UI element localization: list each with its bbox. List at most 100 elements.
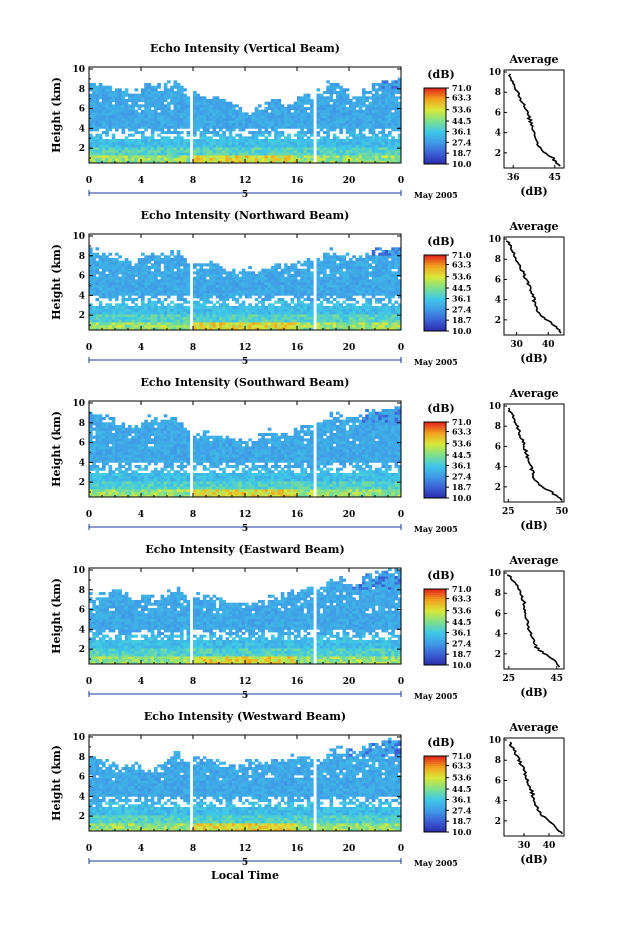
heatmap-cell [329,149,334,153]
heatmap-cell [345,314,350,318]
heatmap-cell [264,279,269,283]
heatmap-cell [336,295,340,299]
heatmap-cell [137,306,142,310]
heatmap-cell [202,109,207,113]
heatmap-cell [254,298,259,302]
heatmap-cell [163,112,168,116]
heatmap-cell [92,125,96,129]
heatmap-cell [329,247,334,251]
heatmap-cell [332,252,337,256]
heatmap-cell [111,316,116,320]
heatmap-cell [170,93,174,97]
heatmap-cell [271,128,275,132]
heatmap-cell [115,128,119,132]
heatmap-cell [225,125,230,129]
heatmap-cell [329,287,334,291]
heatmap-cell [170,120,174,124]
heatmap-cell [92,141,96,145]
heatmap-cell [98,263,103,267]
heatmap-cell [89,276,93,280]
heatmap-cell [134,125,139,129]
heatmap-cell [241,123,246,127]
heatmap-cell [121,306,126,310]
heatmap-cell [102,147,106,151]
heatmap-cell [277,306,282,310]
heatmap-cell [219,290,223,294]
heatmap-cell [355,152,360,156]
heatmap-cell [267,316,272,320]
heatmap-cell [98,443,103,447]
heatmap-cell [186,149,191,153]
heatmap-cell [274,99,278,103]
heatmap-cell [378,322,382,326]
heatmap-cell [284,271,288,275]
x-tick-label: 8 [190,176,196,186]
heatmap-cell [368,101,373,105]
heatmap-cell [271,295,275,299]
heatmap-cell [157,319,161,323]
heatmap-cell [394,327,399,331]
heatmap-cell [287,322,291,326]
heatmap-cell [248,295,252,299]
heatmap-cell [264,271,269,275]
heatmap-cell [300,276,304,280]
heatmap-cell [108,112,113,116]
heatmap-cell [238,120,243,124]
heatmap-cell [326,96,330,100]
colorbar-segment [424,107,446,110]
heatmap-cell [186,287,191,291]
heatmap-cell [368,125,373,129]
heatmap-cell [144,255,148,259]
heatmap-cell [336,284,340,288]
heatmap-cell [209,290,213,294]
heatmap-cell [284,314,288,318]
heatmap-cell [170,258,174,262]
heatmap-cell [388,260,392,264]
heatmap-cell [339,141,343,145]
heatmap-cell [248,282,252,286]
heatmap-cell [202,308,207,312]
heatmap-cell [280,149,285,153]
heatmap-cell [154,327,158,331]
heatmap-cell [391,149,395,153]
heatmap-cell [121,99,126,103]
heatmap-cell [375,300,379,304]
heatmap-cell [95,276,100,280]
heatmap-cell [261,274,265,278]
heatmap-cell [141,147,145,151]
heatmap-cell [167,284,171,288]
heatmap-cell [267,292,272,296]
heatmap-cell [150,295,155,299]
heatmap-cell [98,433,103,437]
heatmap-cell [384,276,389,280]
heatmap-cell [131,128,135,132]
heatmap-cell [134,128,139,132]
heatmap-cell [150,311,155,315]
heatmap-cell [154,88,158,92]
heatmap-cell [274,308,278,312]
heatmap-cell [92,101,96,105]
heatmap-cell [141,160,145,164]
heatmap-cell [365,117,369,121]
heatmap-cell [225,314,230,318]
heatmap-cell [160,260,165,264]
heatmap-cell [316,152,321,156]
heatmap-cell [362,125,366,129]
heatmap-cell [105,441,109,445]
heatmap-cell [173,115,178,119]
heatmap-cell [300,311,304,315]
heatmap-cell [228,144,233,148]
heatmap-cell [157,327,161,331]
heatmap-cell [89,316,93,320]
heatmap-cell [141,120,145,124]
heatmap-cell [336,322,340,326]
colorbar-segment [424,298,446,301]
heatmap-cell [121,298,126,302]
heatmap-cell [365,308,369,312]
heatmap-cell [381,80,386,84]
heatmap-cell [95,435,100,439]
heatmap-cell [248,149,252,153]
heatmap-cell [274,112,278,116]
heatmap-cell [284,149,288,153]
heatmap-cell [199,292,204,296]
